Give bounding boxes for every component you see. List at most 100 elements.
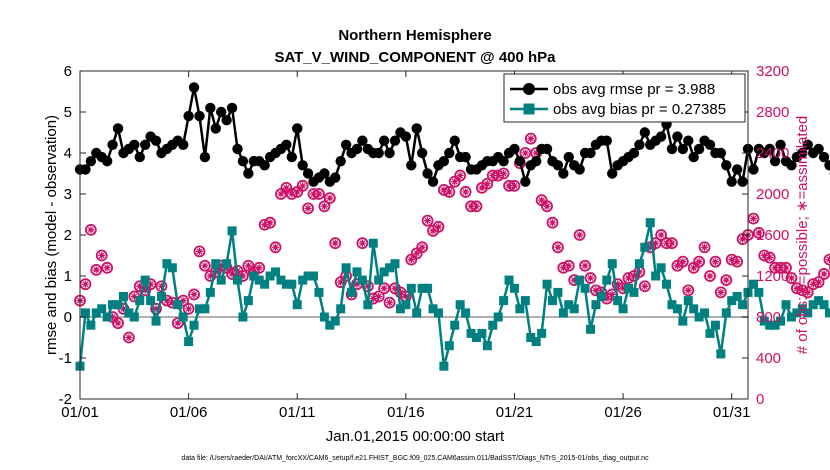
obs-assimilated-asterisk <box>228 270 236 278</box>
obs-assimilated-asterisk <box>695 258 703 266</box>
obs-possible-circle <box>171 317 184 330</box>
obs-possible-circle <box>90 263 103 276</box>
obs-possible-circle <box>416 241 429 254</box>
rmse-point <box>340 139 352 150</box>
rmse-point <box>530 156 542 167</box>
obs-count-marker <box>416 241 429 254</box>
bias-point <box>531 337 541 347</box>
obs-assimilated-asterisk <box>109 313 117 321</box>
obs-count-marker <box>562 259 575 272</box>
obs-possible-circle <box>302 202 314 215</box>
bias-point <box>651 271 661 281</box>
bias-point <box>298 275 308 285</box>
bias-point <box>428 304 438 314</box>
obs-possible-circle <box>676 255 689 268</box>
obs-assimilated-asterisk <box>434 223 442 231</box>
rmse-point <box>107 139 118 150</box>
bias-point <box>151 316 161 326</box>
obs-assimilated-asterisk <box>445 188 453 196</box>
bias-point <box>439 361 449 371</box>
bias-point <box>493 312 503 322</box>
bias-point <box>656 263 666 273</box>
obs-assimilated-asterisk <box>587 274 595 282</box>
obs-count-marker <box>383 296 396 309</box>
obs-count-marker <box>666 237 678 250</box>
bias-point <box>569 304 579 314</box>
bias-point <box>482 341 492 351</box>
obs-assimilated-asterisk <box>315 190 323 198</box>
obs-possible-circle <box>150 302 162 315</box>
obs-count-marker <box>356 237 369 250</box>
obs-assimilated-asterisk <box>717 288 725 296</box>
bias-point <box>580 283 590 293</box>
obs-assimilated-asterisk <box>782 264 790 272</box>
bias-point <box>586 324 596 334</box>
obs-assimilated-asterisk <box>206 272 214 280</box>
obs-assimilated-asterisk <box>375 293 383 300</box>
bias-point <box>281 279 291 289</box>
bias-point <box>634 259 644 269</box>
obs-possible-circle <box>470 200 483 213</box>
y-right-tick-label: 2800 <box>756 104 789 121</box>
bias-point <box>748 279 758 289</box>
obs-assimilated-asterisk <box>353 280 361 288</box>
y-tick-label: 2 <box>64 227 72 244</box>
bias-point <box>781 300 791 310</box>
bias-point <box>645 218 655 228</box>
obs-count-marker <box>682 284 695 297</box>
rmse-point <box>748 164 759 175</box>
rmse-point <box>541 143 553 155</box>
rmse-point <box>205 102 216 114</box>
bias-point <box>162 259 172 269</box>
obs-count-marker <box>150 302 162 315</box>
bias-point <box>732 292 742 301</box>
obs-assimilated-asterisk <box>195 247 203 255</box>
obs-assimilated-asterisk <box>418 243 426 251</box>
rmse-point <box>444 147 455 159</box>
bias-point <box>721 308 731 318</box>
bias-point <box>178 312 188 322</box>
obs-assimilated-asterisk <box>815 278 823 286</box>
obs-assimilated-asterisk <box>174 319 182 327</box>
bias-point <box>401 300 411 310</box>
bias-point <box>488 320 498 330</box>
bias-point <box>477 328 487 338</box>
rmse-point <box>373 147 384 159</box>
obs-assimilated-asterisk <box>532 149 540 157</box>
obs-assimilated-asterisk <box>451 178 459 186</box>
obs-count-marker <box>579 259 591 272</box>
legend: obs avg rmse pr = 3.988 obs avg bias pr … <box>503 73 746 123</box>
obs-possible-circle <box>497 167 510 180</box>
obs-possible-circle <box>698 241 711 254</box>
bias-point <box>309 271 319 281</box>
bias-point <box>450 320 460 330</box>
rmse-point <box>221 115 232 126</box>
rmse-point <box>416 147 428 159</box>
obs-assimilated-asterisk <box>646 243 654 251</box>
obs-assimilated-asterisk <box>293 188 301 196</box>
obs-count-marker <box>731 255 744 268</box>
rmse-point <box>302 168 314 179</box>
obs-assimilated-asterisk <box>331 239 339 247</box>
bias-point <box>672 304 682 314</box>
obs-assimilated-asterisk <box>141 286 149 294</box>
obs-assimilated-asterisk <box>581 262 589 270</box>
bias-point <box>341 263 351 273</box>
obs-count-marker <box>264 216 276 229</box>
y-tick-label: 6 <box>64 63 72 80</box>
rmse-point <box>259 160 270 171</box>
obs-assimilated-asterisk <box>521 149 529 157</box>
obs-assimilated-asterisk <box>190 290 198 298</box>
obs-assimilated-asterisk <box>179 297 187 305</box>
data-file-footnote: data file: /Users/raeder/DAI/ATM_forcXX/… <box>181 455 649 462</box>
bias-point <box>319 312 329 322</box>
obs-assimilated-asterisk <box>825 256 830 264</box>
y-tick-label: 0 <box>64 309 72 326</box>
y-axis-right-label: # of obs: o=possible; ∗=assimilated <box>794 116 811 355</box>
obs-count-marker <box>752 227 765 239</box>
obs-count-marker <box>541 200 553 213</box>
bias-point <box>368 238 378 248</box>
y-right-tick-label: 2000 <box>756 186 789 203</box>
obs-count-marker <box>470 200 483 213</box>
obs-assimilated-asterisk <box>711 258 719 266</box>
